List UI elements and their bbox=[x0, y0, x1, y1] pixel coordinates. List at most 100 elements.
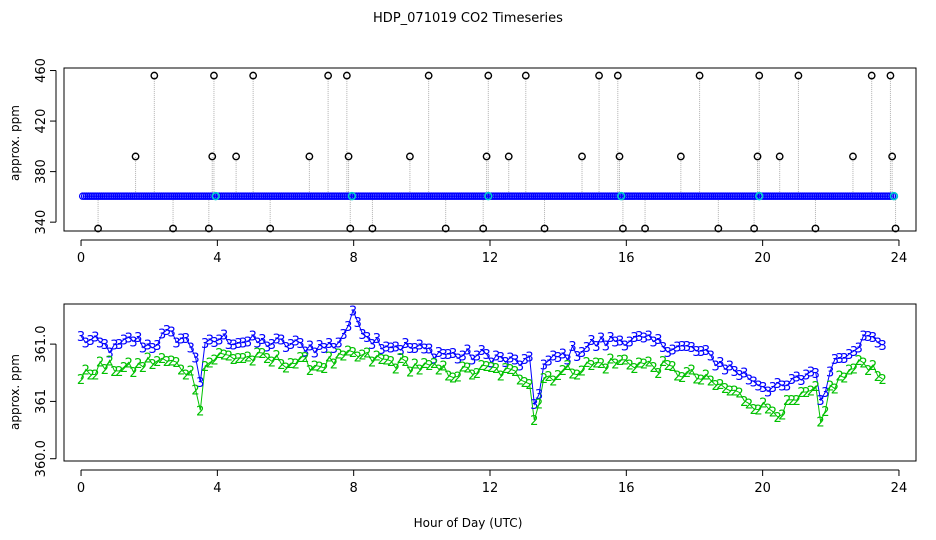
series-3-marker-133: 3 bbox=[711, 360, 719, 375]
series-2-marker-33: 2 bbox=[234, 352, 242, 367]
series-2-marker-145: 2 bbox=[769, 406, 777, 421]
series-3-marker-67: 3 bbox=[397, 344, 405, 359]
series-2-marker-43: 2 bbox=[282, 362, 290, 377]
series-2-marker-46: 2 bbox=[296, 351, 304, 366]
series-2-marker-95: 2 bbox=[530, 414, 538, 429]
series-3-marker-114: 3 bbox=[621, 339, 629, 354]
series-2-marker-168: 2 bbox=[878, 373, 886, 388]
spike-marker-4 bbox=[204, 224, 213, 233]
series-3-marker-106: 3 bbox=[583, 341, 591, 356]
series-3-marker-84: 3 bbox=[478, 344, 486, 359]
top-y-tick-label-1: 380 bbox=[34, 159, 49, 184]
spike-marker-10 bbox=[305, 152, 314, 161]
series-2-marker-73: 2 bbox=[425, 359, 433, 374]
series-3-marker-62: 3 bbox=[373, 332, 381, 347]
spike-marker-38 bbox=[794, 71, 803, 80]
bottom-x-tick-label-6: 24 bbox=[891, 481, 908, 496]
series-3-marker-115: 3 bbox=[626, 335, 634, 350]
series-2-marker-67: 2 bbox=[397, 352, 405, 367]
bottom-plot-frame bbox=[63, 303, 917, 462]
bottom-x-tick-label-1: 4 bbox=[213, 481, 221, 496]
spike-marker-44 bbox=[891, 224, 900, 233]
bottom-y-tick-label-1: 361 bbox=[34, 389, 49, 414]
top-x-tick-label-5: 20 bbox=[754, 251, 771, 266]
series-3-marker-23: 3 bbox=[187, 341, 195, 356]
series-2-marker-132: 2 bbox=[707, 374, 715, 389]
series-2-marker-8: 2 bbox=[115, 365, 123, 380]
series-3-marker-51: 3 bbox=[320, 342, 328, 357]
series-2-marker-80: 2 bbox=[459, 360, 467, 375]
series-3-marker-80: 3 bbox=[459, 350, 467, 365]
series-3-marker-53: 3 bbox=[330, 342, 338, 357]
series-2-marker-60: 2 bbox=[363, 346, 371, 361]
series-3-marker-18: 3 bbox=[163, 324, 171, 339]
series-3-marker-94: 3 bbox=[525, 351, 533, 366]
series-3-marker-7: 3 bbox=[110, 338, 118, 353]
series-3-marker-47: 3 bbox=[301, 345, 309, 360]
series-2-marker-34: 2 bbox=[239, 352, 247, 367]
series-3-marker-77: 3 bbox=[444, 348, 452, 363]
series-3-marker-13: 3 bbox=[139, 342, 147, 357]
series-2-marker-121: 2 bbox=[654, 367, 662, 382]
series-3-marker-52: 3 bbox=[325, 337, 333, 352]
spike-marker-36 bbox=[755, 71, 764, 80]
series-3-marker-100: 3 bbox=[554, 351, 562, 366]
series-3-marker-83: 3 bbox=[473, 349, 481, 364]
series-3-marker-58: 3 bbox=[354, 316, 362, 331]
series-3-marker-110: 3 bbox=[602, 339, 610, 354]
series-2-marker-63: 2 bbox=[377, 353, 385, 368]
spike-marker-0 bbox=[94, 224, 102, 233]
series-2-marker-102: 2 bbox=[564, 359, 572, 374]
series-3-marker-139: 3 bbox=[740, 366, 748, 381]
series-2-marker-115: 2 bbox=[626, 358, 634, 373]
series-3-marker-107: 3 bbox=[587, 334, 595, 349]
series-3-marker-69: 3 bbox=[406, 342, 414, 357]
series-3-marker-128: 3 bbox=[688, 341, 696, 356]
bottom-x-tick-label-4: 16 bbox=[618, 481, 635, 496]
series-2-marker-113: 2 bbox=[616, 354, 624, 369]
series-3-marker-46: 3 bbox=[296, 337, 304, 352]
series-2-marker-123: 2 bbox=[664, 359, 672, 374]
series-2-marker-57: 2 bbox=[349, 346, 357, 361]
bottom-x-tick-label-5: 20 bbox=[754, 481, 771, 496]
series-2-marker-117: 2 bbox=[635, 356, 643, 371]
series-3-marker-1: 3 bbox=[82, 337, 90, 352]
series-2-marker-40: 2 bbox=[268, 355, 276, 370]
series-3-marker-71: 3 bbox=[416, 339, 424, 354]
cyan-marker-1 bbox=[347, 191, 357, 201]
top-y-tick-label-0: 340 bbox=[34, 210, 49, 235]
series-3-marker-97: 3 bbox=[540, 359, 548, 374]
spike-marker-1 bbox=[131, 152, 140, 161]
cyan-marker-4 bbox=[755, 191, 764, 201]
series-2-marker-104: 2 bbox=[573, 369, 581, 384]
series-2-marker-24: 2 bbox=[191, 384, 199, 399]
series-2-marker-5: 2 bbox=[101, 363, 109, 378]
series-3-marker-32: 3 bbox=[230, 339, 238, 354]
spike-marker-24 bbox=[540, 224, 549, 233]
series-markers: 3333333333333333333333333333333333333333… bbox=[77, 304, 887, 430]
series-2-marker-98: 2 bbox=[544, 370, 552, 385]
spike-marker-37 bbox=[775, 152, 784, 161]
series-3-marker-49: 3 bbox=[311, 347, 319, 362]
series-3-marker-8: 3 bbox=[115, 338, 123, 353]
series-2-marker-166: 2 bbox=[869, 359, 877, 374]
series-2-marker-148: 2 bbox=[783, 394, 791, 409]
series-2-marker-50: 2 bbox=[315, 360, 323, 375]
spike-marker-17 bbox=[424, 71, 433, 80]
series-2-marker-69: 2 bbox=[406, 366, 414, 381]
series-2-marker-72: 2 bbox=[420, 357, 428, 372]
series-3-marker-68: 3 bbox=[401, 337, 409, 352]
series-2-marker-139: 2 bbox=[740, 395, 748, 410]
series-3-marker-28: 3 bbox=[210, 336, 218, 351]
series-3-marker-147: 3 bbox=[778, 380, 786, 395]
series-3-marker-93: 3 bbox=[521, 353, 529, 368]
series-3-marker-35: 3 bbox=[244, 335, 252, 350]
series-2-marker-6: 2 bbox=[106, 354, 114, 369]
series-2-marker-25: 2 bbox=[196, 404, 204, 419]
series-2-marker-15: 2 bbox=[148, 358, 156, 373]
series-2-marker-42: 2 bbox=[277, 358, 285, 373]
series-3-marker-118: 3 bbox=[640, 331, 648, 346]
series-2-marker-13: 2 bbox=[139, 361, 147, 376]
series-3-marker-122: 3 bbox=[659, 341, 667, 356]
spike-marker-43 bbox=[888, 152, 897, 161]
